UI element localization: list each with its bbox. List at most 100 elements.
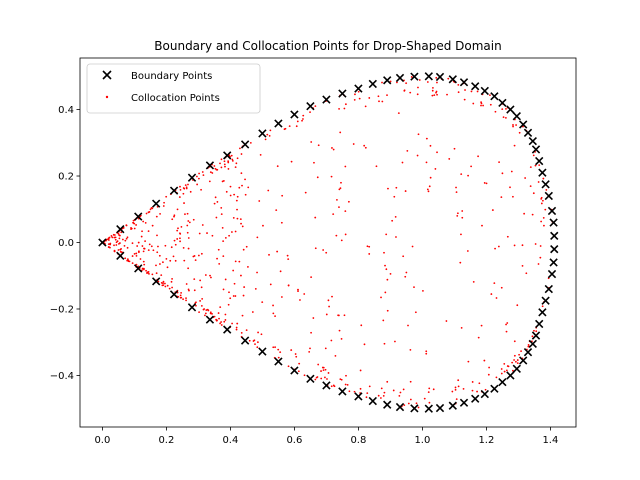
collocation-point [151, 207, 154, 210]
collocation-point [133, 252, 136, 255]
collocation-point [409, 348, 412, 351]
collocation-point [135, 263, 138, 266]
legend-marker-boundary [102, 70, 112, 80]
collocation-point [220, 324, 223, 326]
collocation-point [146, 272, 148, 274]
collocation-point [222, 255, 225, 258]
collocation-point [249, 142, 252, 144]
collocation-point [477, 155, 479, 158]
collocation-point [436, 151, 438, 154]
collocation-point [467, 360, 470, 363]
collocation-point [429, 144, 432, 147]
collocation-point [274, 346, 276, 349]
collocation-point [409, 91, 412, 94]
x-tick-label: 1.0 [414, 435, 430, 446]
collocation-point [427, 190, 430, 193]
boundary-point [205, 315, 215, 324]
collocation-point [162, 261, 164, 264]
collocation-point [158, 254, 161, 257]
collocation-point [518, 353, 520, 356]
collocation-point [166, 266, 169, 269]
collocation-point [505, 369, 508, 372]
collocation-point [394, 215, 397, 218]
collocation-point [533, 329, 535, 332]
collocation-point [295, 355, 298, 358]
collocation-point [184, 213, 186, 216]
collocation-point [487, 373, 490, 376]
collocation-point [240, 172, 243, 175]
collocation-point [185, 299, 187, 302]
y-tick-label: −0.2 [50, 304, 74, 315]
collocation-point [344, 233, 347, 236]
collocation-point [336, 198, 338, 201]
collocation-point [201, 297, 204, 300]
collocation-point [121, 238, 124, 241]
collocation-point [193, 278, 196, 281]
collocation-point [540, 202, 543, 205]
collocation-point [393, 195, 396, 198]
collocation-point [338, 107, 340, 110]
x-tick-label: 1.2 [478, 435, 494, 446]
collocation-point [405, 271, 408, 274]
collocation-point [515, 124, 517, 126]
collocation-point [148, 211, 151, 213]
boundary-point [205, 161, 215, 170]
collocation-point [209, 312, 212, 315]
collocation-point [170, 246, 173, 249]
boundary-point [512, 112, 521, 121]
collocation-point [142, 260, 145, 263]
collocation-point [208, 180, 211, 183]
collocation-point [171, 218, 174, 221]
collocation-point [232, 295, 235, 297]
collocation-point [353, 98, 356, 101]
collocation-point [125, 224, 128, 227]
collocation-point [513, 359, 515, 361]
collocation-point [204, 312, 207, 315]
collocation-point [322, 369, 325, 372]
collocation-point [513, 244, 516, 247]
collocation-point [224, 278, 227, 281]
collocation-point [163, 201, 165, 204]
boundary-point [322, 381, 331, 390]
collocation-point [145, 269, 147, 272]
collocation-point [206, 232, 208, 234]
collocation-point [236, 322, 239, 325]
collocation-point [455, 186, 457, 189]
collocation-point [272, 312, 275, 315]
collocation-point [183, 202, 185, 204]
collocation-point [512, 369, 514, 372]
x-tick-label: 0.8 [350, 435, 366, 446]
collocation-point [541, 199, 544, 202]
boundary-point [116, 251, 125, 260]
collocation-point [173, 215, 175, 218]
collocation-point [141, 245, 144, 247]
collocation-point [218, 317, 220, 320]
collocation-point [213, 165, 216, 167]
collocation-point [118, 237, 121, 240]
collocation-point [363, 144, 366, 147]
boundary-point [410, 72, 419, 81]
collocation-point [288, 125, 291, 128]
boundary-point [435, 72, 445, 82]
collocation-point [471, 381, 474, 383]
collocation-point [491, 209, 494, 211]
collocation-point [480, 101, 482, 104]
boundary-point [187, 173, 197, 182]
collocation-point [344, 103, 347, 106]
collocation-point [172, 255, 175, 258]
collocation-point [314, 105, 317, 108]
collocation-point [254, 287, 257, 290]
collocation-point [382, 319, 385, 322]
x-axis: 0.0 0.2 0.4 0.6 0.8 1.0 1.2 1.4 [94, 427, 558, 446]
collocation-point [471, 389, 474, 392]
collocation-point [174, 259, 177, 262]
collocation-point [122, 227, 125, 229]
collocation-point [399, 391, 402, 394]
collocation-point [529, 166, 532, 169]
collocation-point [432, 388, 435, 391]
collocation-point [498, 161, 500, 164]
collocation-point [337, 314, 340, 317]
boundary-point [547, 206, 557, 216]
collocation-point [459, 261, 462, 264]
collocation-point [152, 249, 155, 252]
